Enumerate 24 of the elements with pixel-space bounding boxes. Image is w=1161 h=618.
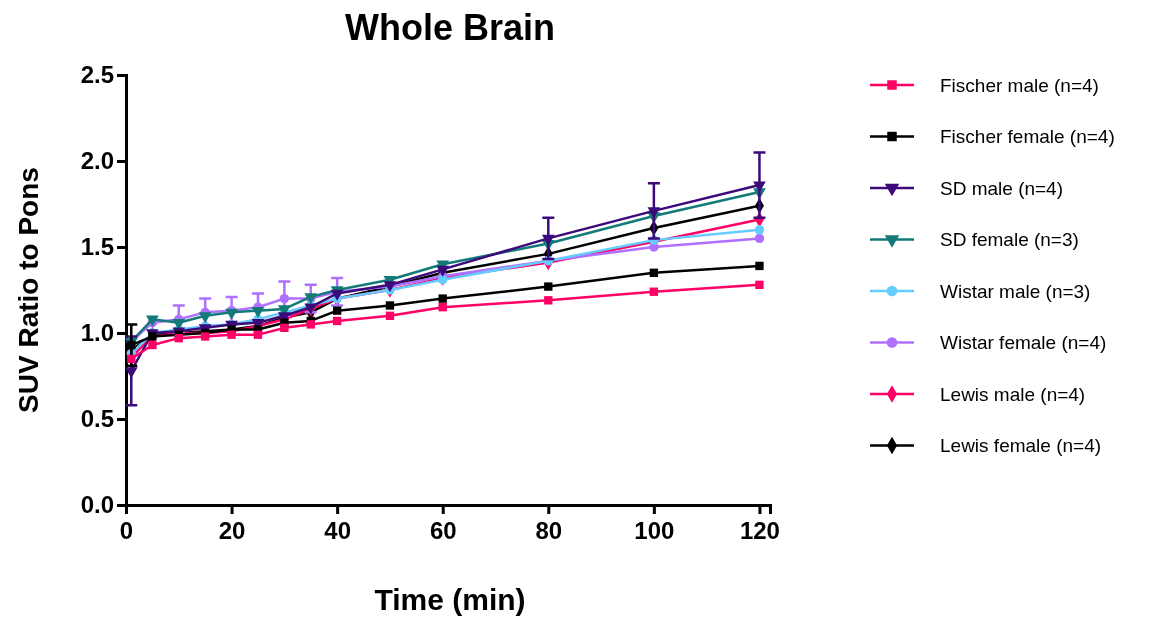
legend-label: Fischer female (n=4) [940,126,1115,148]
y-tick-label: 0.5 [80,405,114,433]
y-tick-label: 1.5 [80,233,114,261]
legend-label: Lewis male (n=4) [940,383,1086,405]
x-tick-label: 40 [324,516,351,544]
x-tick-label: 20 [218,516,246,544]
x-axis-title: Time (min) [374,583,526,616]
x-tick-label: 120 [739,516,780,544]
y-tick-label: 2.0 [80,147,114,175]
legend-label: SD male (n=4) [940,177,1064,199]
legend-label: Fischer male (n=4) [940,74,1099,96]
legend-label: Wistar female (n=4) [940,332,1107,354]
y-tick-label: 2.5 [80,61,114,89]
legend-label: Wistar male (n=3) [940,280,1091,302]
y-tick-label: 1.0 [80,319,114,347]
x-tick-label: 60 [429,516,457,544]
x-tick-label: 80 [535,516,563,544]
y-tick-label: 0.0 [80,491,114,519]
x-tick-label: 0 [119,516,134,544]
chart-title: Whole Brain [344,7,556,48]
y-axis-title: SUV Ratio to Pons [13,167,44,413]
x-tick-label: 100 [634,516,675,544]
legend-label: Lewis female (n=4) [940,435,1102,457]
legend-label: SD female (n=3) [940,229,1079,251]
